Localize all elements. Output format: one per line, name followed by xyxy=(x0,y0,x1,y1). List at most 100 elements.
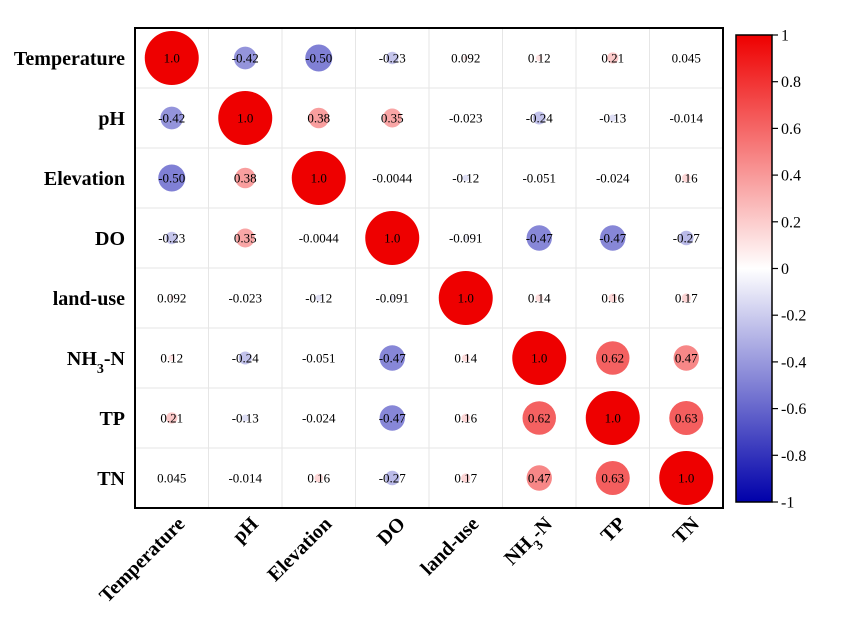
row-label: NH3-N xyxy=(67,348,126,377)
cell-value-label: 0.045 xyxy=(157,471,186,486)
cell-value-label: -0.24 xyxy=(526,111,554,126)
cell-value-label: -0.23 xyxy=(379,51,406,66)
cell-0-4: 0.092 xyxy=(451,51,480,66)
cell-7-7: 1.0 xyxy=(659,451,714,505)
cell-value-label: 0.63 xyxy=(675,411,698,426)
cell-value-label: -0.023 xyxy=(449,111,483,126)
cell-value-label: 0.38 xyxy=(234,171,257,186)
cell-value-label: -0.014 xyxy=(228,471,262,486)
cell-5-7: 0.47 xyxy=(673,345,699,371)
correlation-circle xyxy=(536,54,543,62)
cell-value-label: 0.63 xyxy=(601,471,624,486)
cell-value-label: 0.16 xyxy=(601,291,624,306)
cell-5-0: 0.12 xyxy=(160,351,183,366)
correlation-circle xyxy=(234,167,256,189)
cell-value-label: 0.21 xyxy=(601,51,624,66)
cell-value-label: -0.47 xyxy=(379,351,407,366)
cell-1-2: 0.38 xyxy=(307,107,330,129)
grid-lines xyxy=(135,28,723,508)
correlation-circle xyxy=(169,295,175,301)
cell-7-5: 0.47 xyxy=(526,465,552,491)
cell-0-6: 0.21 xyxy=(601,51,624,66)
correlation-circle xyxy=(596,341,630,375)
correlation-circle xyxy=(165,231,178,245)
cell-7-4: 0.17 xyxy=(454,471,477,486)
row-labels: Temperature pH Elevation DO land-use NH3-N TP T… xyxy=(14,48,126,490)
cell-value-label: 0.045 xyxy=(672,51,701,66)
correlation-circle xyxy=(461,413,471,423)
cell-value-label: 0.17 xyxy=(675,291,698,306)
cell-value-label: 0.35 xyxy=(234,231,257,246)
correlation-circle xyxy=(308,107,330,129)
correlation-circle xyxy=(170,476,173,480)
cell-2-1: 0.38 xyxy=(234,167,257,189)
row-label: Temperature xyxy=(14,48,125,70)
cell-value-label: -0.27 xyxy=(379,471,407,486)
correlation-circle xyxy=(600,225,626,251)
cell-0-0: 1.0 xyxy=(144,31,199,85)
cell-value-label: 0.47 xyxy=(675,351,698,366)
cell-value-label: -0.13 xyxy=(232,411,259,426)
cell-2-7: 0.16 xyxy=(675,171,698,186)
cell-7-3: -0.27 xyxy=(379,471,407,486)
correlation-circle xyxy=(365,211,420,265)
colorbar-tick-label: 0.8 xyxy=(781,74,801,91)
cell-value-label: 0.092 xyxy=(157,291,186,306)
correlation-circle xyxy=(681,173,691,183)
cell-6-2: -0.024 xyxy=(302,411,336,426)
colorbar-tick-label: -0.6 xyxy=(781,401,806,418)
correlation-circle xyxy=(607,52,619,64)
correlation-circle xyxy=(218,91,273,145)
cell-2-6: -0.024 xyxy=(596,171,630,186)
cell-value-label: 0.12 xyxy=(528,51,551,66)
cell-3-3: 1.0 xyxy=(365,211,420,265)
cell-7-6: 0.63 xyxy=(595,460,630,496)
cell-4-1: -0.023 xyxy=(228,291,262,306)
correlation-circle xyxy=(685,56,688,60)
cell-2-4: -0.12 xyxy=(452,171,479,186)
colorbar-tick-label: 0.6 xyxy=(781,121,801,138)
cell-3-4: -0.091 xyxy=(449,231,483,246)
correlation-circle xyxy=(318,417,320,419)
correlation-circle xyxy=(461,473,471,483)
cell-5-1: -0.24 xyxy=(232,351,260,366)
correlation-cells: 1.0 -0.42 -0.50 -0.23 0.092 0.12 0.21 0.045 -0.4… xyxy=(144,31,714,505)
cell-value-label: -0.0044 xyxy=(372,171,413,186)
correlation-circle xyxy=(537,176,541,180)
cell-3-5: -0.47 xyxy=(526,225,553,251)
cell-0-2: -0.50 xyxy=(305,44,332,72)
colorbar-tick-label: 0.4 xyxy=(781,168,801,185)
correlation-circle xyxy=(168,354,175,362)
correlation-circle xyxy=(681,293,691,303)
correlation-circle xyxy=(526,465,552,491)
cell-4-3: -0.091 xyxy=(375,291,409,306)
cell-value-label: 0.47 xyxy=(528,471,551,486)
row-label: TN xyxy=(97,468,125,490)
correlation-circle xyxy=(673,345,699,371)
cell-value-label: 0.092 xyxy=(451,51,480,66)
row-label: Elevation xyxy=(44,168,125,190)
column-label: TP xyxy=(597,513,631,547)
cell-value-label: -0.024 xyxy=(596,171,630,186)
cell-6-1: -0.13 xyxy=(232,411,259,426)
cell-value-label: 0.21 xyxy=(160,411,183,426)
cell-7-0: 0.045 xyxy=(157,471,186,486)
correlation-circle xyxy=(160,106,184,130)
correlation-circle xyxy=(158,164,186,192)
cell-value-label: -0.12 xyxy=(305,291,332,306)
cell-0-5: 0.12 xyxy=(528,51,551,66)
colorbar: 1 0.8 0.6 0.4 0.2 0 -0.2 -0.4 -0.6 -0.8 -1 xyxy=(735,28,806,512)
cell-value-label: 0.16 xyxy=(675,171,698,186)
cell-5-6: 0.62 xyxy=(596,341,630,375)
cell-value-label: 1.0 xyxy=(311,171,327,186)
correlation-circle xyxy=(391,177,393,179)
correlation-circle xyxy=(235,228,255,248)
cell-value-label: 0.17 xyxy=(454,471,477,486)
cell-value-label: 1.0 xyxy=(384,231,400,246)
correlation-circle xyxy=(461,354,470,362)
correlation-circle xyxy=(314,473,324,483)
cell-0-7: 0.045 xyxy=(672,51,701,66)
cell-3-2: -0.0044 xyxy=(299,231,340,246)
correlation-circle xyxy=(166,412,178,424)
cell-7-2: 0.16 xyxy=(307,471,330,486)
